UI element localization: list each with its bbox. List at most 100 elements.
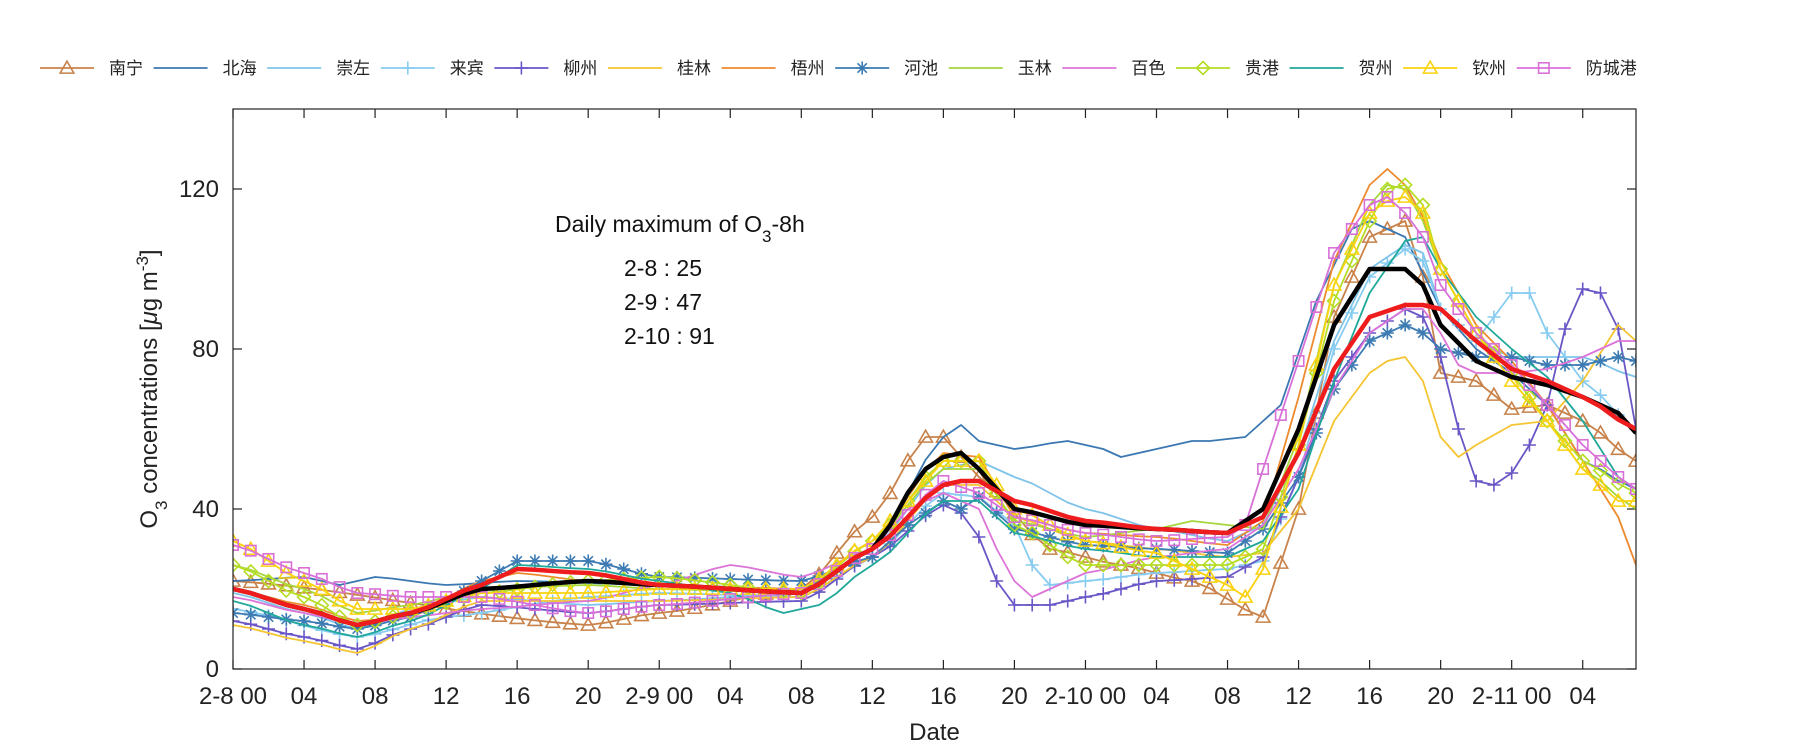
- x-tick-label: 04: [1143, 683, 1170, 710]
- legend-marker: [515, 62, 528, 75]
- x-tick-label: 12: [859, 683, 886, 710]
- data-point-河池: [1381, 327, 1394, 340]
- x-tick-label: 2-9 00: [625, 683, 693, 710]
- legend-item-百色: 百色: [1062, 59, 1165, 79]
- legend-label: 梧州: [791, 59, 825, 79]
- x-tick-label: 08: [788, 683, 815, 710]
- data-point-柳州: [1061, 595, 1074, 608]
- data-point-柳州: [972, 531, 985, 544]
- data-point-河池: [1186, 545, 1199, 558]
- data-point-来宾: [1487, 311, 1500, 324]
- annotation-line-2-10: 2-10 : 91: [624, 323, 715, 349]
- legend-label: 来宾: [450, 59, 484, 79]
- series-防城港: [228, 192, 1641, 618]
- data-point-河池: [1416, 327, 1429, 340]
- annotation-title: Daily maximum of O3-8h: [555, 211, 805, 246]
- data-point-柳州: [1097, 587, 1110, 600]
- data-point-河池: [1594, 355, 1607, 368]
- data-point-柳州: [1505, 467, 1518, 480]
- data-point-河池: [955, 503, 968, 516]
- y-tick-label: 40: [192, 496, 219, 523]
- x-tick-label: 20: [1001, 683, 1028, 710]
- plot-lines: [226, 169, 1643, 656]
- data-point-柳州: [1487, 479, 1500, 492]
- legend-item-南宁: 南宁: [40, 59, 143, 79]
- x-tick-label: 16: [930, 683, 957, 710]
- data-point-河池: [599, 558, 612, 571]
- data-point-来宾: [1345, 307, 1358, 320]
- series-line-百色: [233, 309, 1636, 625]
- legend-item-崇左: 崇左: [267, 59, 370, 79]
- series-玉林: [233, 185, 1636, 613]
- data-point-河池: [546, 555, 559, 568]
- legend-label: 钦州: [1472, 59, 1506, 79]
- y-tick-label: 0: [206, 656, 219, 683]
- data-point-河池: [244, 608, 257, 621]
- series-梧州: [233, 169, 1636, 621]
- legend-label: 防城港: [1586, 59, 1637, 79]
- legend-label: 河池: [904, 59, 938, 79]
- legend-marker: [401, 62, 414, 75]
- legend-label: 贺州: [1359, 59, 1393, 79]
- x-tick-label: 16: [1356, 683, 1383, 710]
- legend-label: 百色: [1131, 59, 1165, 79]
- legend-label: 南宁: [109, 59, 143, 79]
- legend-label: 玉林: [1018, 59, 1052, 79]
- y-tick-label: 120: [179, 176, 219, 203]
- data-point-河池: [1576, 359, 1589, 372]
- data-point-河池: [1434, 343, 1447, 356]
- data-point-河池: [564, 555, 577, 568]
- legend-item-玉林: 玉林: [949, 59, 1052, 79]
- o3-line-chart: 南宁 北海 崇左 来宾 柳州 桂林 梧州 河池 玉林 百色 贵港 贺州 钦州 防城港 2-8 00 04 08…: [0, 0, 1800, 750]
- legend-item-河池: 河池: [835, 59, 938, 79]
- x-tick-label: 2-11 00: [1472, 683, 1552, 710]
- x-tick-label: 12: [1285, 683, 1312, 710]
- legend-label: 北海: [223, 59, 257, 79]
- data-point-河池: [759, 574, 772, 587]
- legend-label: 柳州: [563, 59, 597, 79]
- data-point-来宾: [1505, 287, 1518, 300]
- x-tick-label: 12: [433, 683, 460, 710]
- x-axis-label: Date: [909, 719, 960, 746]
- x-tick-label: 2-10 00: [1045, 683, 1126, 710]
- x-tick-label: 16: [504, 683, 531, 710]
- data-point-柳州: [1026, 599, 1039, 612]
- data-point-柳州: [1043, 599, 1056, 612]
- series-百色: [233, 309, 1636, 625]
- data-point-柳州: [1576, 283, 1589, 296]
- legend-item-贺州: 贺州: [1290, 59, 1393, 79]
- data-point-来宾: [1079, 575, 1092, 588]
- data-point-柳州: [1008, 599, 1021, 612]
- x-tick-label: 08: [1214, 683, 1241, 710]
- y-axis-label: O3 concentrations [μg m-3]: [133, 249, 171, 528]
- series-line-梧州: [233, 169, 1636, 621]
- data-point-来宾: [1097, 573, 1110, 586]
- data-point-河池: [1399, 319, 1412, 332]
- legend-item-北海: 北海: [154, 59, 257, 79]
- data-point-来宾: [1541, 327, 1554, 340]
- data-point-柳州: [1150, 575, 1163, 588]
- annotation-line-2-9: 2-9 : 47: [624, 289, 702, 315]
- legend-item-防城港: 防城港: [1517, 59, 1637, 79]
- data-point-河池: [582, 555, 595, 568]
- chart-container: 南宁 北海 崇左 来宾 柳州 桂林 梧州 河池 玉林 百色 贵港 贺州 钦州 防城港 2-8 00 04 08…: [0, 0, 1800, 750]
- data-point-柳州: [1558, 323, 1571, 336]
- legend-label: 桂林: [677, 59, 711, 79]
- daily-max-annotation: Daily maximum of O3-8h 2-8 : 25 2-9 : 47…: [555, 211, 805, 349]
- legend: 南宁 北海 崇左 来宾 柳州 桂林 梧州 河池 玉林 百色 贵港 贺州 钦州 防城港: [40, 59, 1637, 79]
- legend-label: 崇左: [336, 59, 370, 79]
- legend-item-钦州: 钦州: [1403, 59, 1506, 79]
- data-point-柳州: [1079, 591, 1092, 604]
- data-point-柳州: [990, 575, 1003, 588]
- series-line-贵港: [233, 185, 1636, 625]
- legend-item-贵港: 贵港: [1176, 59, 1279, 79]
- data-point-河池: [1612, 351, 1625, 364]
- x-tick-label: 2-8 00: [199, 683, 267, 710]
- data-point-柳州: [1114, 583, 1127, 596]
- data-point-柳州: [1470, 475, 1483, 488]
- x-tick-label: 04: [291, 683, 318, 710]
- x-tick-label: 08: [362, 683, 389, 710]
- data-point-柳州: [1416, 311, 1429, 324]
- x-tick-label: 04: [717, 683, 744, 710]
- legend-item-桂林: 桂林: [608, 59, 711, 79]
